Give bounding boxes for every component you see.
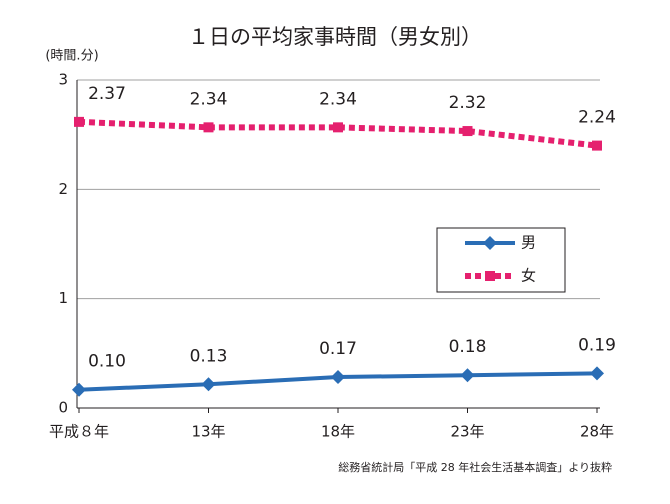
- data-label: 2.32: [449, 93, 487, 113]
- y-tick-label: 2: [58, 180, 68, 198]
- point: [592, 140, 602, 151]
- point: [72, 382, 86, 397]
- data-label: 2.34: [319, 89, 357, 109]
- data-label: 0.19: [578, 335, 616, 355]
- legend-label: 男: [521, 234, 536, 252]
- data-label: 0.13: [190, 346, 228, 366]
- x-tick-label: 23年: [450, 423, 484, 441]
- data-label: 2.37: [88, 84, 126, 104]
- point: [331, 370, 345, 385]
- data-label: 2.24: [578, 108, 616, 128]
- point: [201, 377, 216, 392]
- data-label: 2.34: [190, 89, 228, 109]
- legend-label: 女: [521, 267, 536, 285]
- point: [462, 126, 473, 137]
- data-label: 0.18: [449, 337, 487, 357]
- x-tick-label: 18年: [321, 423, 355, 441]
- data-label: 0.17: [319, 339, 357, 359]
- point: [333, 122, 343, 133]
- point: [460, 368, 475, 383]
- y-axis-label: (時間.分): [45, 49, 98, 64]
- y-tick-label: 3: [58, 71, 68, 89]
- data-label: 0.10: [88, 352, 126, 372]
- chart-title: １日の平均家事時間（男女別）: [188, 25, 482, 49]
- point: [203, 122, 214, 133]
- y-tick-label: 0: [58, 399, 68, 417]
- x-tick-label: 28年: [580, 423, 614, 441]
- point: [485, 271, 495, 281]
- y-tick-label: 1: [58, 289, 68, 307]
- series-line: [78, 118, 598, 149]
- source-note: 総務省統計局「平成 28 年社会生活基本調査」より抜粋: [338, 460, 612, 474]
- legend-box: [436, 227, 566, 293]
- point: [483, 236, 497, 250]
- point: [74, 116, 84, 127]
- x-tick-label: 平成８年: [49, 423, 109, 441]
- x-tick-label: 13年: [191, 423, 225, 441]
- point: [590, 366, 604, 381]
